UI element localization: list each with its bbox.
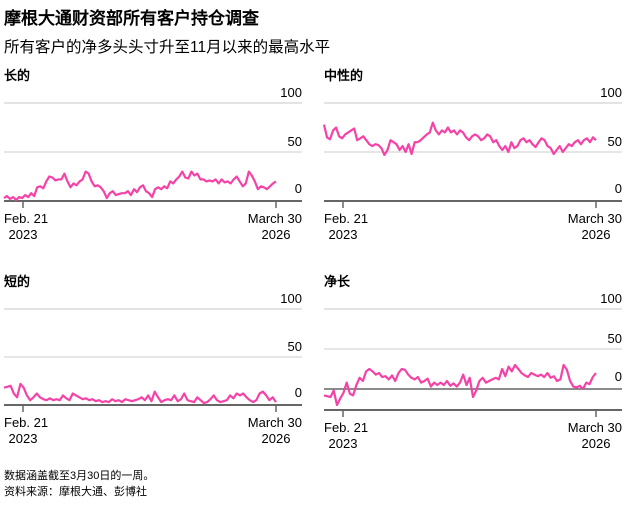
x-tick-label: Feb. 21 [324,420,368,435]
x-tick-label: Feb. 21 [4,211,48,226]
y-tick-label: 100 [600,291,622,306]
x-tick-year: 2023 [329,436,358,451]
y-tick-label: 100 [280,291,302,306]
panel-title: 中性的 [324,68,363,83]
series-line [3,382,277,405]
page-title: 摩根大通财资部所有客户持仓调查 [4,8,260,28]
panel-title: 短的 [4,274,30,289]
x-tick-label: March 30 [248,211,302,226]
source-note: 资料来源：摩根大通、彭博社 [4,484,147,498]
series-line [3,170,277,202]
x-tick-label: March 30 [248,415,302,430]
x-tick-year: 2023 [329,227,358,242]
series-line [323,363,597,407]
y-tick-label: 50 [608,331,622,346]
x-tick-year: 2026 [582,436,611,451]
y-tick-label: 100 [600,85,622,100]
x-tick-year: 2023 [9,431,38,446]
y-tick-label: 0 [295,181,302,196]
y-tick-label: 0 [295,385,302,400]
x-tick-year: 2026 [262,431,291,446]
x-tick-label: March 30 [568,420,622,435]
x-tick-label: Feb. 21 [4,415,48,430]
y-tick-label: 100 [280,85,302,100]
y-tick-label: 0 [615,369,622,384]
panel-title: 净长 [324,274,351,289]
x-tick-year: 2023 [9,227,38,242]
x-tick-year: 2026 [262,227,291,242]
y-tick-label: 50 [608,134,622,149]
x-tick-label: March 30 [568,211,622,226]
x-tick-year: 2026 [582,227,611,242]
y-tick-label: 50 [288,339,302,354]
y-tick-label: 0 [615,181,622,196]
x-tick-label: Feb. 21 [324,211,368,226]
y-tick-label: 50 [288,134,302,149]
footnote: 数据涵盖截至3月30日的一周。 [4,468,154,482]
series-line [322,121,597,156]
page-subtitle: 所有客户的净多头头寸升至11月以来的最高水平 [4,38,330,56]
panel-title: 长的 [4,68,30,83]
